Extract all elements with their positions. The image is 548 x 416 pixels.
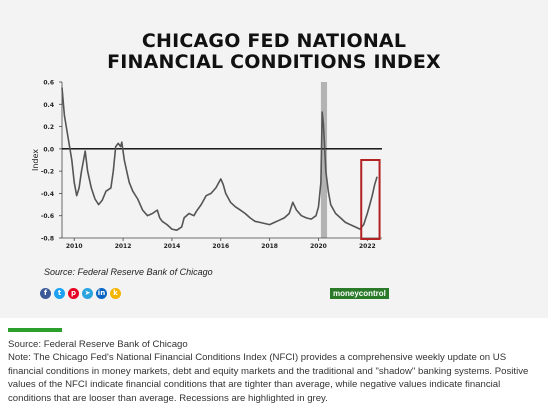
y-tick-label: -0.8 [41, 236, 54, 243]
y-tick-label: 0.2 [43, 124, 54, 131]
caption-source: Source: Federal Reserve Bank of Chicago [8, 339, 188, 350]
moneycontrol-logo: moneycontrol [330, 288, 389, 299]
nfci-line-chart: 0.6 0.4 0.2 0.0 -0.2 -0.4 -0.6 -0.8 2010 2012 2014… [31, 80, 382, 250]
y-tick-label: 0.6 [43, 80, 54, 87]
accent-bar [8, 328, 62, 332]
y-tick-label: 0.4 [43, 102, 54, 109]
social-share-icons: f t p ➤ in k [40, 288, 121, 299]
x-tick-label: 2022 [359, 243, 376, 250]
facebook-icon[interactable]: f [40, 288, 51, 299]
pinterest-icon[interactable]: p [68, 288, 79, 299]
x-tick-label: 2014 [164, 243, 181, 250]
chart-title-line-2: FINANCIAL CONDITIONS INDEX [107, 51, 441, 73]
y-tick-label: -0.2 [41, 169, 54, 176]
chart-title-line-1: CHICAGO FED NATIONAL [141, 30, 407, 52]
chart-source-note: Source: Federal Reserve Bank of Chicago [44, 267, 213, 277]
x-tick-label: 2012 [115, 243, 132, 250]
linkedin-icon[interactable]: in [96, 288, 107, 299]
highlight-box [360, 159, 381, 240]
koo-icon[interactable]: k [110, 288, 121, 299]
recession-band [320, 82, 328, 238]
y-axis-label: Index [31, 149, 40, 171]
nfci-series-line [61, 87, 378, 231]
y-tick-label: -0.6 [41, 213, 54, 220]
y-tick-label: -0.4 [41, 191, 54, 198]
caption: Source: Federal Reserve Bank of Chicago … [8, 338, 542, 405]
x-tick-label: 2016 [212, 243, 229, 250]
x-tick-label: 2020 [310, 243, 327, 250]
caption-note: Note: The Chicago Fed's National Financi… [8, 352, 529, 404]
x-tick-label: 2010 [66, 243, 83, 250]
telegram-icon[interactable]: ➤ [82, 288, 93, 299]
x-tick-label: 2018 [261, 243, 278, 250]
chart-card [0, 0, 548, 318]
twitter-icon[interactable]: t [54, 288, 65, 299]
y-tick-label: 0.0 [43, 146, 54, 153]
